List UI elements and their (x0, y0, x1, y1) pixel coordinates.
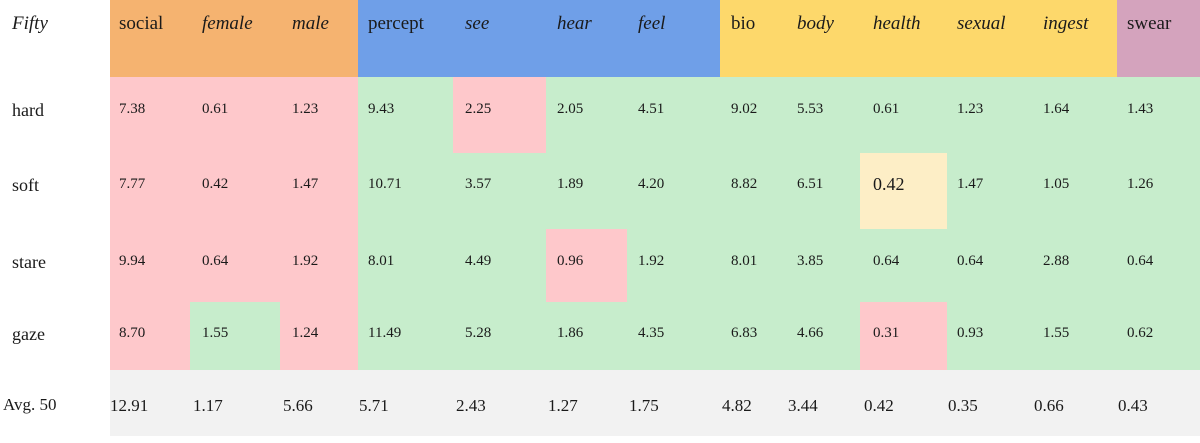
table-cell-value: 6.51 (797, 176, 824, 192)
table-cell-value: 2.88 (1043, 253, 1070, 269)
highlight-cell (860, 302, 947, 370)
row-label: stare (12, 252, 46, 272)
table-cell-value: 5.28 (465, 325, 492, 341)
column-header: percept (368, 13, 424, 34)
average-value: 12.91 (110, 396, 149, 415)
corner-label: Fifty (12, 13, 48, 34)
highlight-cell (453, 77, 546, 153)
average-value: 0.66 (1034, 396, 1064, 415)
average-value: 2.43 (456, 396, 486, 415)
column-header: health (873, 13, 921, 34)
table-cell-value: 1.23 (292, 101, 319, 117)
table-cell-value: 0.42 (202, 176, 229, 192)
table-cell-value: 1.47 (292, 176, 319, 192)
table-cell-value: 1.55 (202, 325, 229, 341)
table-cell-value: 1.24 (292, 325, 319, 341)
table-cell-value: 0.61 (873, 101, 900, 117)
table-cell-value: 7.38 (119, 101, 146, 117)
table-cell-value: 1.23 (957, 101, 984, 117)
row-label: hard (12, 100, 44, 120)
column-header: feel (638, 13, 666, 34)
table-cell-value: 0.64 (1127, 253, 1154, 269)
header-group-band (1117, 0, 1200, 77)
table-cell-value: 0.64 (873, 253, 900, 269)
table-cell-value: 8.01 (731, 253, 758, 269)
table-cell-value: 1.92 (638, 253, 665, 269)
row-label: gaze (12, 324, 45, 344)
table-cell-value: 0.62 (1127, 325, 1154, 341)
table-cell-value: 1.26 (1127, 176, 1154, 192)
table-cell-value: 1.92 (292, 253, 319, 269)
header-group-band (110, 0, 358, 77)
table-cell-value: 2.25 (465, 101, 492, 117)
table-cell-value: 1.64 (1043, 101, 1070, 117)
table-cell-value: 0.42 (873, 174, 905, 194)
average-value: 3.44 (788, 396, 818, 415)
average-row-bg (110, 370, 1200, 436)
table-cell-value: 3.85 (797, 253, 824, 269)
table-cell-value: 10.71 (368, 176, 402, 192)
average-value: 1.27 (548, 396, 578, 415)
table-cell-value: 0.61 (202, 101, 229, 117)
table-cell-value: 8.70 (119, 325, 146, 341)
table-cell-value: 1.89 (557, 176, 584, 192)
average-row-label: Avg. 50 (3, 395, 57, 414)
highlight-cell (860, 153, 947, 229)
average-value: 0.42 (864, 396, 894, 415)
highlight-cell (190, 302, 280, 370)
table-cell-value: 4.49 (465, 253, 492, 269)
table-cell-value: 8.01 (368, 253, 395, 269)
average-row-bg-tail (0, 370, 110, 436)
table-cell-value: 0.64 (202, 253, 229, 269)
table-cell-value: 4.20 (638, 176, 665, 192)
highlight-cell (546, 229, 627, 302)
column-header: body (797, 13, 834, 34)
column-header: male (292, 13, 329, 34)
table-cell-value: 1.43 (1127, 101, 1154, 117)
table-cell-value: 4.35 (638, 325, 665, 341)
column-header: see (465, 13, 490, 34)
table-cell-value: 9.43 (368, 101, 395, 117)
average-value: 0.43 (1118, 396, 1148, 415)
table-cell-value: 1.47 (957, 176, 984, 192)
table-cell-value: 9.02 (731, 101, 758, 117)
table-cell-value: 0.31 (873, 325, 900, 341)
table-cell-value: 11.49 (368, 325, 402, 341)
column-header: ingest (1043, 13, 1089, 34)
table-cell-value: 4.66 (797, 325, 824, 341)
row-label: soft (12, 175, 39, 195)
table-cell-value: 1.86 (557, 325, 584, 341)
table-cell-value: 0.93 (957, 325, 984, 341)
column-header: bio (731, 13, 756, 34)
average-value: 5.71 (359, 396, 389, 415)
column-header: swear (1127, 13, 1172, 34)
table-cell-value: 1.55 (1043, 325, 1070, 341)
table-cell-value: 6.83 (731, 325, 758, 341)
table-cell-value: 8.82 (731, 176, 758, 192)
table-cell-value: 1.05 (1043, 176, 1070, 192)
table-cell-value: 2.05 (557, 101, 584, 117)
table-cell-value: 7.77 (119, 176, 146, 192)
column-header: female (202, 13, 253, 34)
column-header: social (119, 13, 164, 34)
table-cell-value: 3.57 (465, 176, 492, 192)
header-group-band (720, 0, 1117, 77)
average-value: 1.17 (193, 396, 223, 415)
table-cell-value: 4.51 (638, 101, 665, 117)
average-value: 1.75 (629, 396, 659, 415)
table-cell-value: 0.96 (557, 253, 584, 269)
table-cell-value: 0.64 (957, 253, 984, 269)
column-header: hear (557, 13, 592, 34)
average-value: 0.35 (948, 396, 978, 415)
header-group-band (358, 0, 720, 77)
table-cell-value: 9.94 (119, 253, 146, 269)
average-value: 5.66 (283, 396, 313, 415)
table-cell-value: 5.53 (797, 101, 824, 117)
column-header: sexual (957, 13, 1006, 34)
average-value: 4.82 (722, 396, 752, 415)
